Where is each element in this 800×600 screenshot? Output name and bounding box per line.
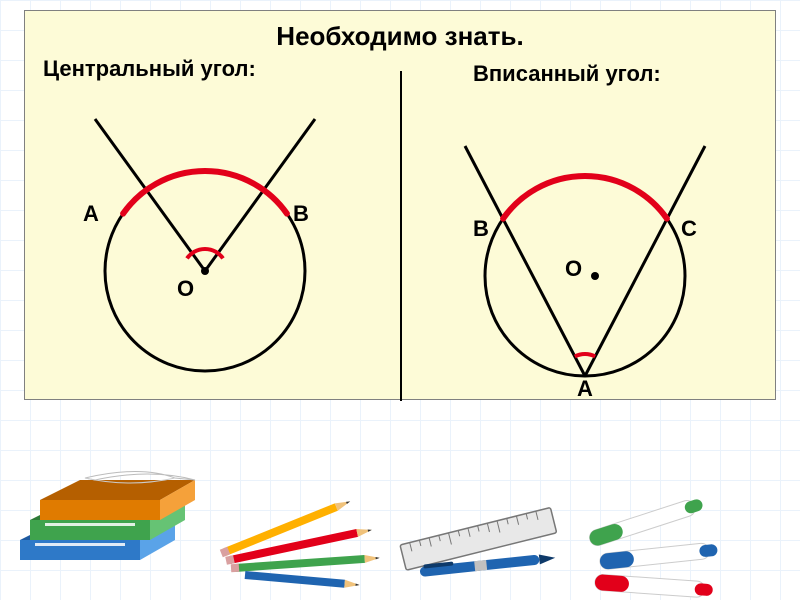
right-label-o: О [565, 256, 582, 282]
left-angle-marker [187, 249, 223, 258]
left-label-b: B [293, 201, 309, 227]
pencils-icon [220, 498, 380, 589]
stationery-svg [0, 400, 800, 600]
books-icon [20, 472, 195, 561]
right-angle-marker [575, 354, 595, 356]
right-figure [465, 146, 705, 376]
left-arc [123, 171, 287, 214]
left-ray-b [205, 119, 315, 271]
diagram-svg [25, 56, 777, 401]
right-label-c: C [681, 216, 697, 242]
left-subtitle: Центральный угол: [43, 56, 256, 82]
right-label-a: A [577, 376, 593, 402]
right-center-dot [591, 272, 599, 280]
info-panel: Необходимо знать. Центральный угол: Впис… [24, 10, 776, 400]
left-center-dot [201, 267, 209, 275]
left-figure [95, 119, 315, 371]
markers-icon [588, 496, 719, 598]
figures: Центральный угол: Вписанный угол: [25, 56, 775, 399]
left-ray-a [95, 119, 205, 271]
left-label-o: О [177, 276, 194, 302]
right-subtitle: Вписанный угол: [473, 61, 661, 87]
stationery-decor [0, 400, 800, 600]
left-label-a: A [83, 201, 99, 227]
right-label-b: B [473, 216, 489, 242]
panel-title: Необходимо знать. [25, 21, 775, 52]
right-arc [503, 176, 667, 219]
